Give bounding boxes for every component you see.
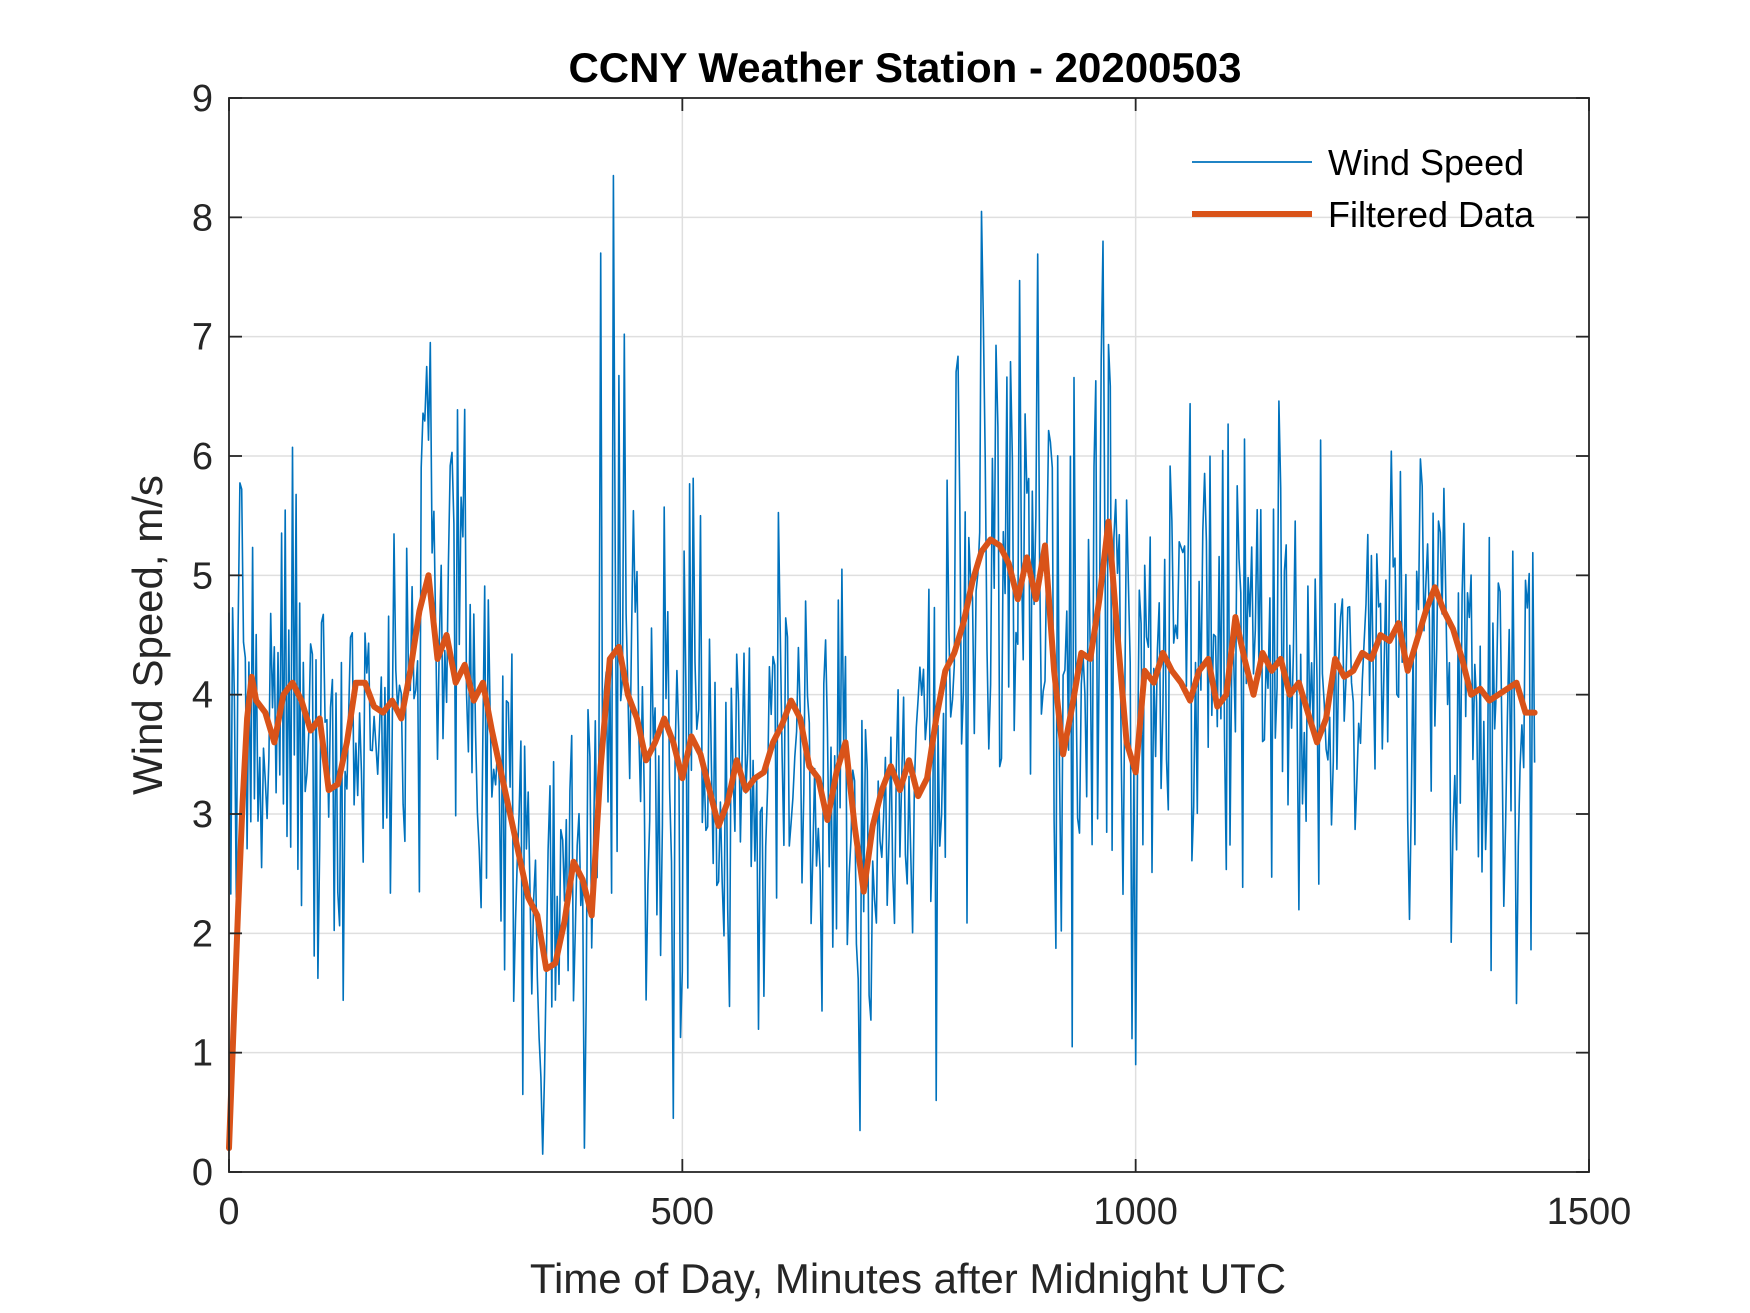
axes <box>228 97 1590 1173</box>
series-line-filtered-data <box>226 518 1538 1152</box>
x-tick-label: 1000 <box>1093 1191 1178 1233</box>
chart-title: CCNY Weather Station - 20200503 <box>568 44 1241 91</box>
y-tick-label: 7 <box>192 317 213 359</box>
y-tick-label: 2 <box>192 913 213 955</box>
y-tick-label: 5 <box>192 555 213 597</box>
y-tick-label: 8 <box>192 197 213 239</box>
x-tick-label: 0 <box>218 1191 239 1233</box>
y-axis-label: Wind Speed, m/s <box>124 475 171 795</box>
y-tick-label: 1 <box>192 1033 213 1075</box>
legend-label-wind-speed: Wind Speed <box>1328 142 1524 183</box>
axes-box <box>228 97 1590 1173</box>
legend: Wind Speed Filtered Data <box>1192 142 1535 235</box>
x-axis-label: Time of Day, Minutes after Midnight UTC <box>530 1255 1286 1302</box>
x-tick-label: 500 <box>651 1191 714 1233</box>
y-tick-label: 4 <box>192 675 213 717</box>
x-tick-label: 1500 <box>1547 1191 1632 1233</box>
y-tick-label: 0 <box>192 1152 213 1194</box>
y-tick-label: 3 <box>192 794 213 836</box>
plot-area <box>226 174 1538 1155</box>
y-tick-label: 6 <box>192 436 213 478</box>
y-tick-label: 9 <box>192 78 213 120</box>
legend-label-filtered-data: Filtered Data <box>1328 194 1535 235</box>
ticks: 0 1 2 3 4 5 6 7 8 9 0 500 1000 1500 <box>192 78 1631 1233</box>
series-line-wind-speed <box>228 174 1536 1155</box>
